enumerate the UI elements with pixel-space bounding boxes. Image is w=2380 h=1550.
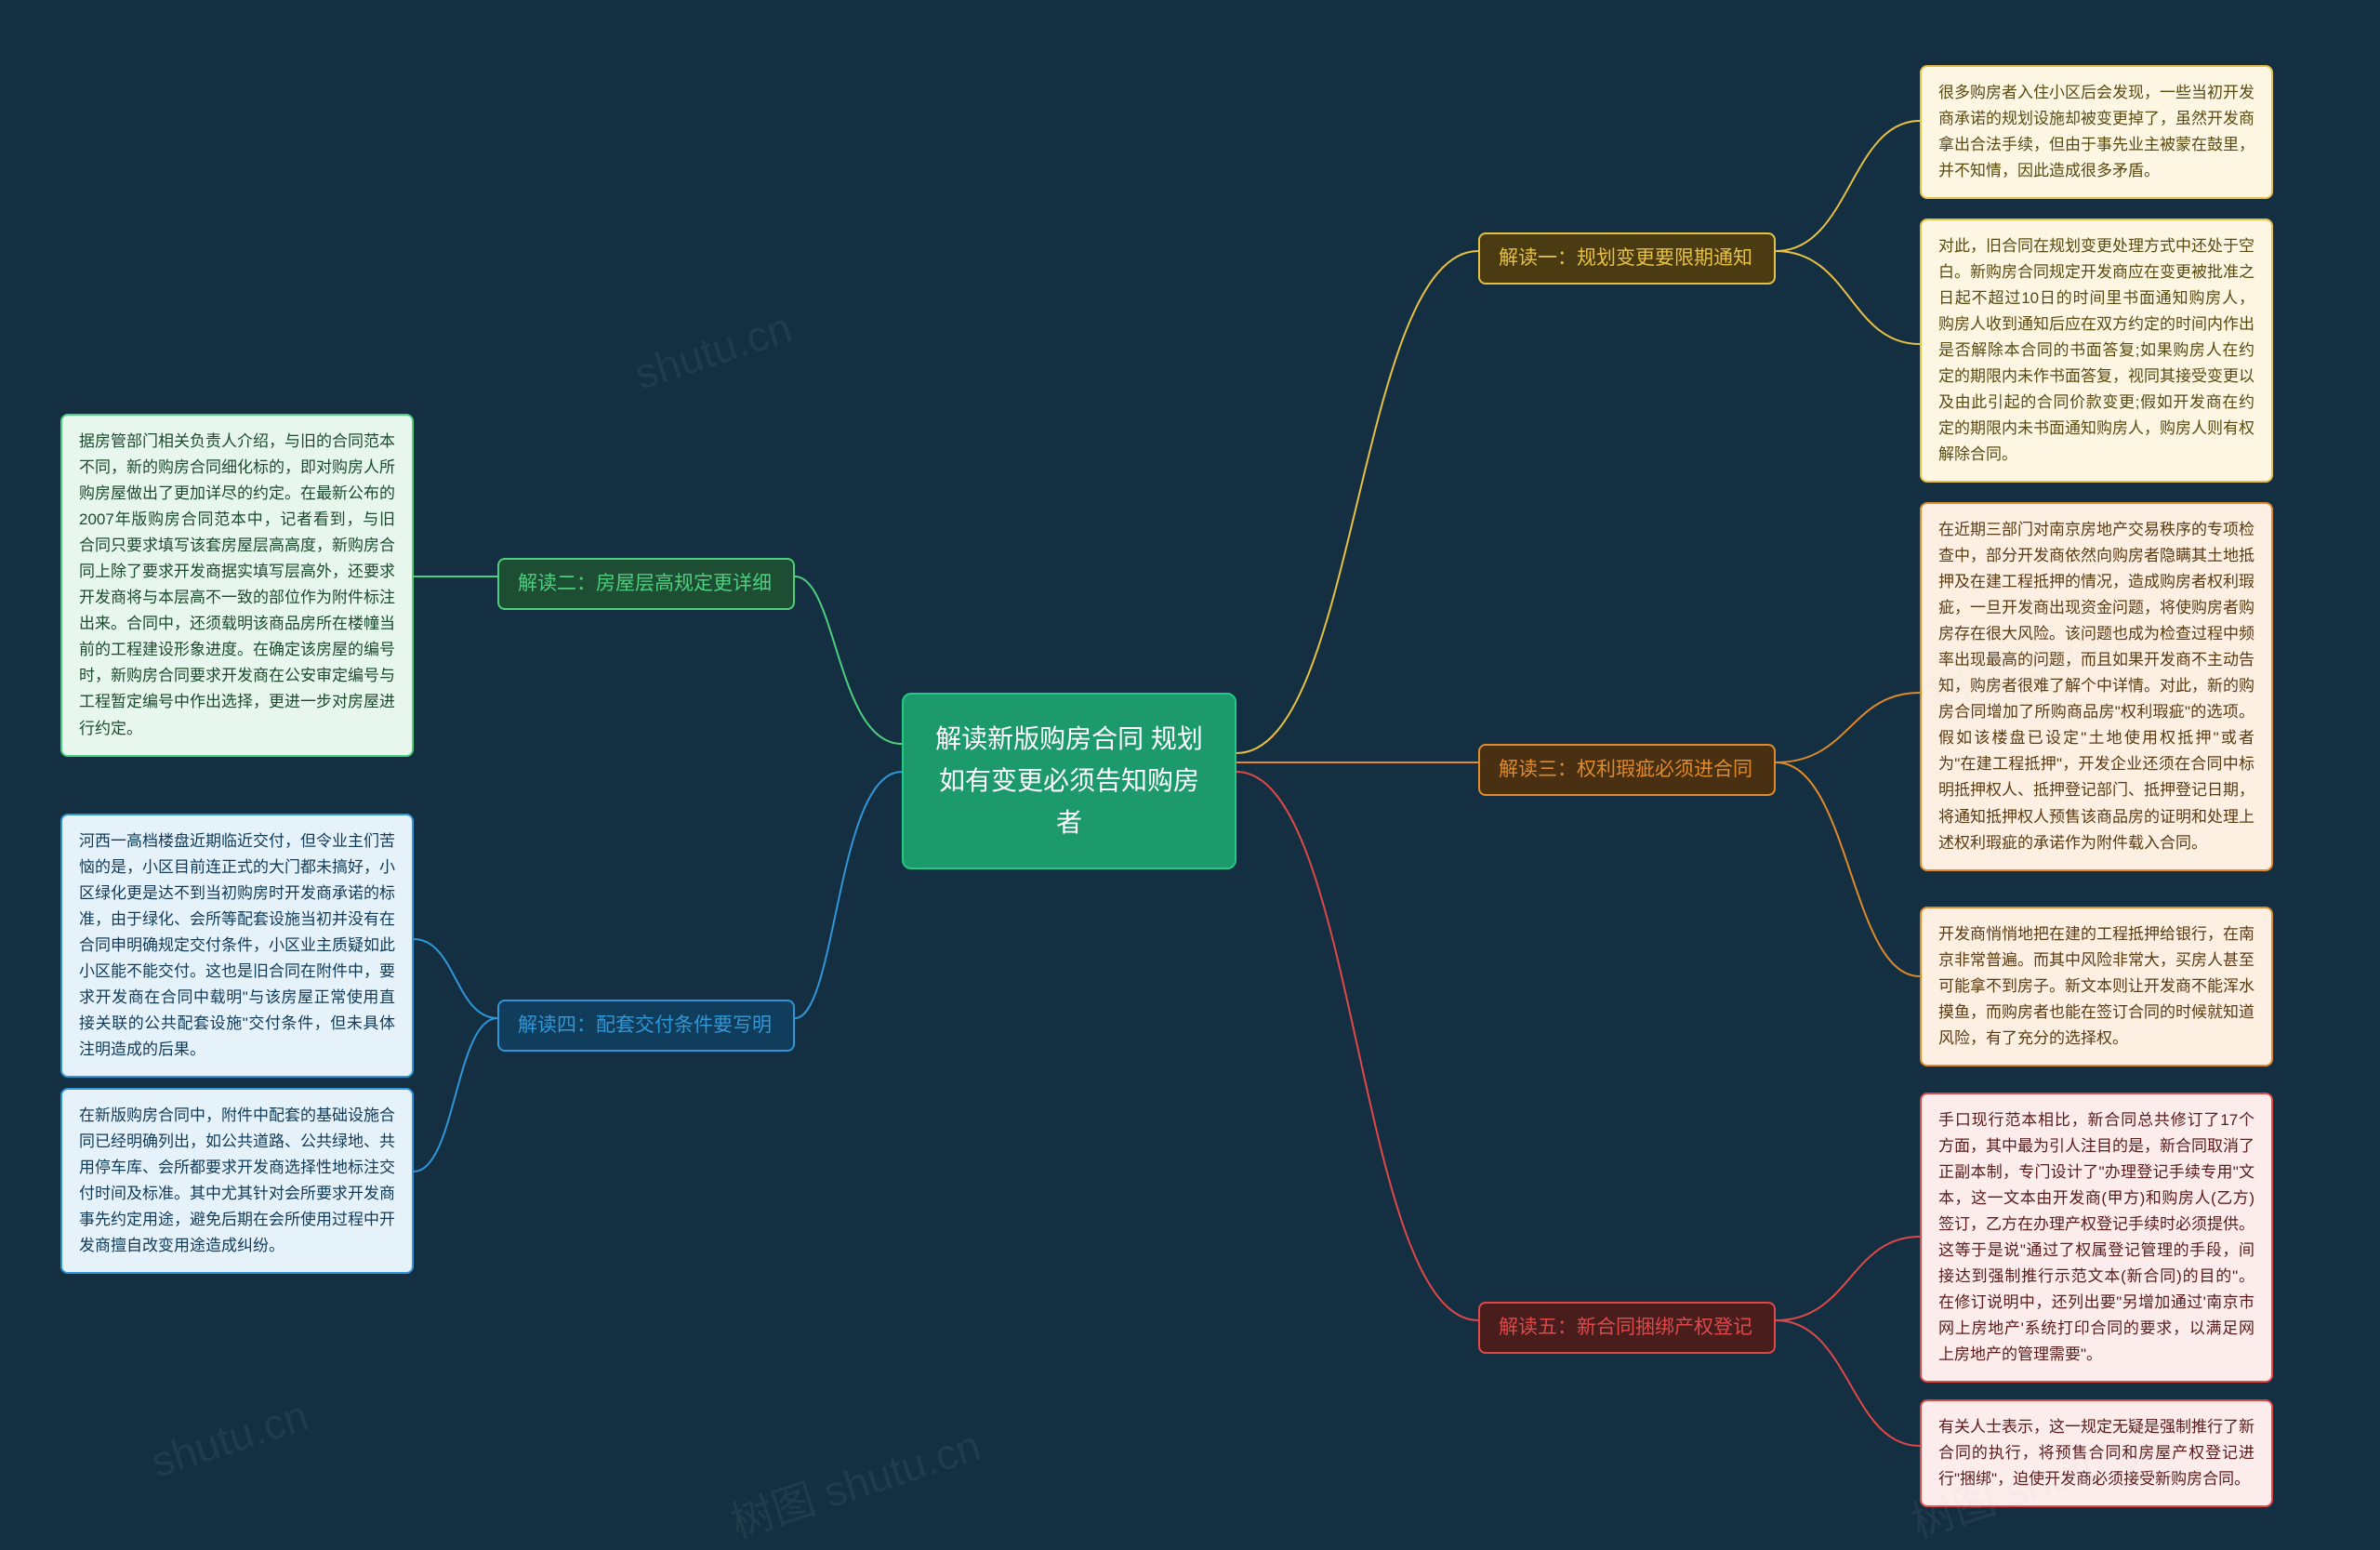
leaf-b3-1: 开发商悄悄地把在建的工程抵押给银行，在南京非常普遍。而其中风险非常大，买房人甚至… bbox=[1920, 907, 2273, 1066]
connector bbox=[1236, 251, 1478, 753]
leaf-b5-0: 手口现行范本相比，新合同总共修订了17个方面，其中最为引人注目的是，新合同取消了… bbox=[1920, 1093, 2273, 1383]
leaf-text: 对此，旧合同在规划变更处理方式中还处于空白。新购房合同规定开发商应在变更被批准之… bbox=[1938, 237, 2254, 463]
branch-b4: 解读四：配套交付条件要写明 bbox=[497, 1000, 795, 1052]
connector bbox=[795, 576, 902, 744]
branch-b5: 解读五：新合同捆绑产权登记 bbox=[1478, 1302, 1776, 1354]
connector bbox=[414, 1018, 497, 1172]
connector bbox=[1776, 1237, 1920, 1320]
branch-label: 解读一：规划变更要限期通知 bbox=[1499, 247, 1752, 269]
leaf-text: 河西一高档楼盘近期临近交付，但令业主们苦恼的是，小区目前连正式的大门都未搞好，小… bbox=[79, 832, 395, 1058]
branch-label: 解读三：权利瑕疵必须进合同 bbox=[1499, 759, 1752, 780]
leaf-text: 开发商悄悄地把在建的工程抵押给银行，在南京非常普遍。而其中风险非常大，买房人甚至… bbox=[1938, 925, 2254, 1047]
branch-b1: 解读一：规划变更要限期通知 bbox=[1478, 232, 1776, 285]
watermark: 树图 shutu.cn bbox=[722, 1412, 987, 1550]
connector bbox=[1776, 251, 1920, 344]
leaf-text: 在近期三部门对南京房地产交易秩序的专项检查中，部分开发商依然向购房者隐瞒其土地抵… bbox=[1938, 521, 2254, 852]
center-topic: 解读新版购房合同 规划如有变更必须告知购房者 bbox=[902, 693, 1236, 869]
leaf-text: 很多购房者入住小区后会发现，一些当初开发商承诺的规划设施却被变更掉了，虽然开发商… bbox=[1938, 84, 2254, 179]
branch-label: 解读二：房屋层高规定更详细 bbox=[518, 573, 772, 594]
leaf-text: 据房管部门相关负责人介绍，与旧的合同范本不同，新的购房合同细化标的，即对购房人所… bbox=[79, 432, 395, 737]
leaf-b1-0: 很多购房者入住小区后会发现，一些当初开发商承诺的规划设施却被变更掉了，虽然开发商… bbox=[1920, 65, 2273, 199]
connector bbox=[1776, 693, 1920, 762]
leaf-b3-0: 在近期三部门对南京房地产交易秩序的专项检查中，部分开发商依然向购房者隐瞒其土地抵… bbox=[1920, 502, 2273, 871]
leaf-text: 在新版购房合同中，附件中配套的基础设施合同已经明确列出，如公共道路、公共绿地、共… bbox=[79, 1106, 395, 1254]
branch-b2: 解读二：房屋层高规定更详细 bbox=[497, 558, 795, 610]
leaf-text: 手口现行范本相比，新合同总共修订了17个方面，其中最为引人注目的是，新合同取消了… bbox=[1938, 1111, 2254, 1363]
leaf-b1-1: 对此，旧合同在规划变更处理方式中还处于空白。新购房合同规定开发商应在变更被批准之… bbox=[1920, 219, 2273, 483]
branch-label: 解读四：配套交付条件要写明 bbox=[518, 1014, 772, 1036]
branch-b3: 解读三：权利瑕疵必须进合同 bbox=[1478, 744, 1776, 796]
leaf-text: 有关人士表示，这一规定无疑是强制推行了新合同的执行，将预售合同和房屋产权登记进行… bbox=[1938, 1418, 2254, 1488]
leaf-b4-1: 在新版购房合同中，附件中配套的基础设施合同已经明确列出，如公共道路、公共绿地、共… bbox=[60, 1088, 414, 1274]
leaf-b5-1: 有关人士表示，这一规定无疑是强制推行了新合同的执行，将预售合同和房屋产权登记进行… bbox=[1920, 1399, 2273, 1507]
connector bbox=[795, 772, 902, 1018]
center-label: 解读新版购房合同 规划如有变更必须告知购房者 bbox=[935, 724, 1203, 837]
connector bbox=[1776, 762, 1920, 976]
branch-label: 解读五：新合同捆绑产权登记 bbox=[1499, 1317, 1752, 1338]
leaf-b2-0: 据房管部门相关负责人介绍，与旧的合同范本不同，新的购房合同细化标的，即对购房人所… bbox=[60, 414, 414, 757]
connector bbox=[1776, 1320, 1920, 1446]
watermark: shutu.cn bbox=[145, 1389, 314, 1487]
leaf-b4-0: 河西一高档楼盘近期临近交付，但令业主们苦恼的是，小区目前连正式的大门都未搞好，小… bbox=[60, 814, 414, 1078]
watermark: shutu.cn bbox=[628, 301, 798, 399]
connector bbox=[414, 939, 497, 1018]
connector bbox=[1236, 772, 1478, 1320]
connector bbox=[1776, 121, 1920, 251]
